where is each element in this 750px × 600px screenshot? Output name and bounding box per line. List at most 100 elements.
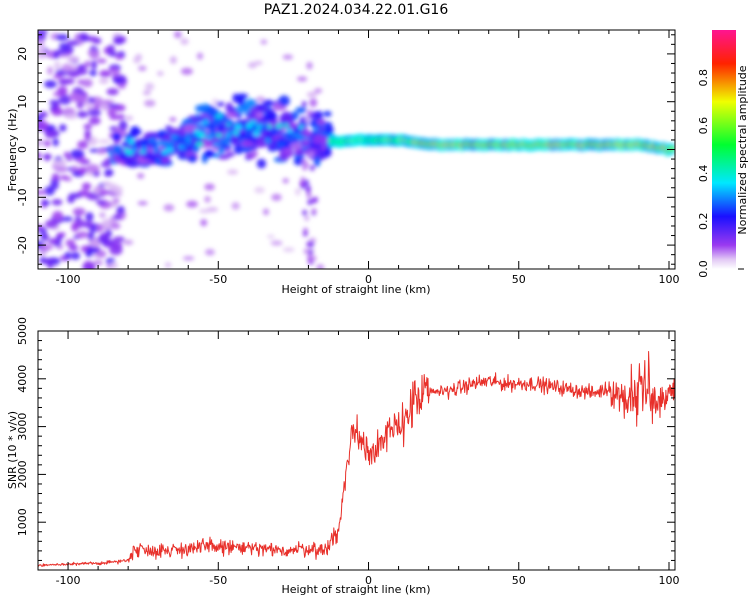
spectrogram-cell [38, 142, 43, 147]
spectrogram-cell [38, 152, 42, 160]
spectrogram-cell [309, 98, 318, 108]
spectrogram-cell [173, 31, 182, 39]
spectrogram-cell [186, 200, 198, 208]
spectrogram-cell [44, 153, 51, 162]
spectrogram-cell [66, 40, 79, 46]
spectrogram-cell [196, 52, 204, 60]
spectrogram-cell [177, 144, 183, 150]
colorbar-gradient [712, 30, 736, 269]
spectrogram-cell [64, 78, 75, 85]
spectrogram-cell [40, 232, 49, 241]
spectrogram-xtick-label: 100 [658, 273, 679, 286]
spectrogram-cell [56, 232, 66, 237]
spectrogram-cell [130, 147, 138, 153]
spectrogram-cell [98, 139, 111, 144]
spectrogram-cell [61, 63, 73, 72]
spectrogram-cell [311, 255, 317, 262]
spectrogram-cell [166, 147, 174, 153]
spectrogram-ytick-label: 20 [16, 47, 29, 61]
spectrogram-cell [286, 133, 293, 138]
spectrogram-cell [282, 178, 289, 184]
spectrogram-cell [282, 54, 294, 60]
spectrogram-cell [89, 49, 100, 60]
spectrogram-cell [233, 129, 239, 136]
spectrogram-cell [83, 221, 94, 229]
spectrogram-cell [312, 134, 324, 145]
spectrogram-cell [273, 102, 281, 110]
spectrogram-cell [308, 151, 314, 158]
spectrogram-cell [150, 143, 156, 149]
spectrogram-xtick-label: 50 [512, 273, 526, 286]
spectrogram-cell [74, 216, 81, 221]
spectrogram-cell [142, 139, 149, 145]
spectrogram-cell [264, 112, 278, 122]
spectrogram-cell [88, 36, 98, 42]
spectrogram-cell [112, 214, 123, 220]
spectrogram-cell [205, 134, 212, 141]
spectrogram-cell [70, 252, 81, 260]
spectrogram-cell [202, 106, 211, 112]
spectrogram-cell [204, 195, 211, 203]
spectrogram-cell [38, 189, 47, 196]
spectrogram-cell [204, 249, 215, 256]
spectrogram-cell [44, 80, 57, 89]
spectrogram-cell [260, 39, 268, 45]
spectrogram-cell [187, 155, 198, 163]
spectrogram-cell [316, 264, 325, 269]
spectrogram-cell [64, 251, 71, 259]
spectrogram-cell [304, 215, 310, 222]
spectrogram-cell [226, 118, 232, 125]
spectrogram-cell [133, 56, 141, 64]
spectrogram-cell [311, 123, 322, 130]
spectrogram-cell [118, 84, 126, 89]
spectrogram-cell [38, 120, 49, 130]
spectrogram-cell [297, 133, 305, 139]
spectrogram-cell [113, 39, 124, 45]
spectrogram-cell [249, 119, 257, 125]
spectrogram-cell [38, 47, 45, 53]
spectrogram-cell [180, 67, 193, 75]
spectrogram-cell [77, 140, 89, 150]
spectrogram-cell [301, 101, 307, 108]
spectrogram-cell [221, 144, 233, 150]
spectrogram-cell [153, 146, 160, 154]
spectrogram-cell [231, 202, 240, 210]
spectrogram-cell [215, 101, 225, 107]
spectrogram-cell [306, 109, 312, 116]
spectrogram-cell [314, 88, 323, 94]
snr-xtick-label: 100 [658, 574, 679, 587]
spectrogram-cell [255, 139, 266, 148]
spectrogram-cell [63, 151, 71, 158]
spectrogram-heatmap [38, 30, 675, 269]
spectrogram-cell [42, 200, 51, 206]
spectrogram-cell [182, 256, 195, 261]
spectrogram-cell [83, 123, 93, 130]
spectrogram-cell [254, 186, 265, 194]
spectrogram-cell [170, 134, 178, 140]
spectrogram-cell [165, 125, 172, 132]
spectrogram-cell [195, 104, 204, 113]
spectrogram-cell [271, 193, 282, 201]
spectrogram-cell [313, 155, 321, 167]
figure-title: PAZ1.2024.034.22.01.G16 [264, 2, 449, 18]
spectrogram-cell [144, 99, 156, 107]
spectrogram-cell [51, 173, 60, 181]
snr-ytick-label: 4000 [16, 365, 29, 393]
spectrogram-cell [164, 262, 172, 268]
spectrogram-cell [142, 90, 151, 96]
spectrogram-cell [242, 140, 254, 147]
spectrogram-cell [96, 150, 107, 155]
spectrogram-cell [128, 139, 135, 145]
spectrogram-cell [270, 240, 283, 246]
spectrogram-cell [302, 125, 308, 132]
spectrogram-cell [59, 124, 67, 132]
spectrogram-cell [156, 71, 164, 76]
spectrogram-cell [72, 207, 86, 216]
spectrogram-cell [84, 131, 92, 142]
spectrogram-cell [169, 117, 177, 122]
spectrogram-cell [75, 231, 89, 239]
spectrogram-cell [50, 181, 59, 190]
spectrogram-cell [99, 212, 106, 218]
